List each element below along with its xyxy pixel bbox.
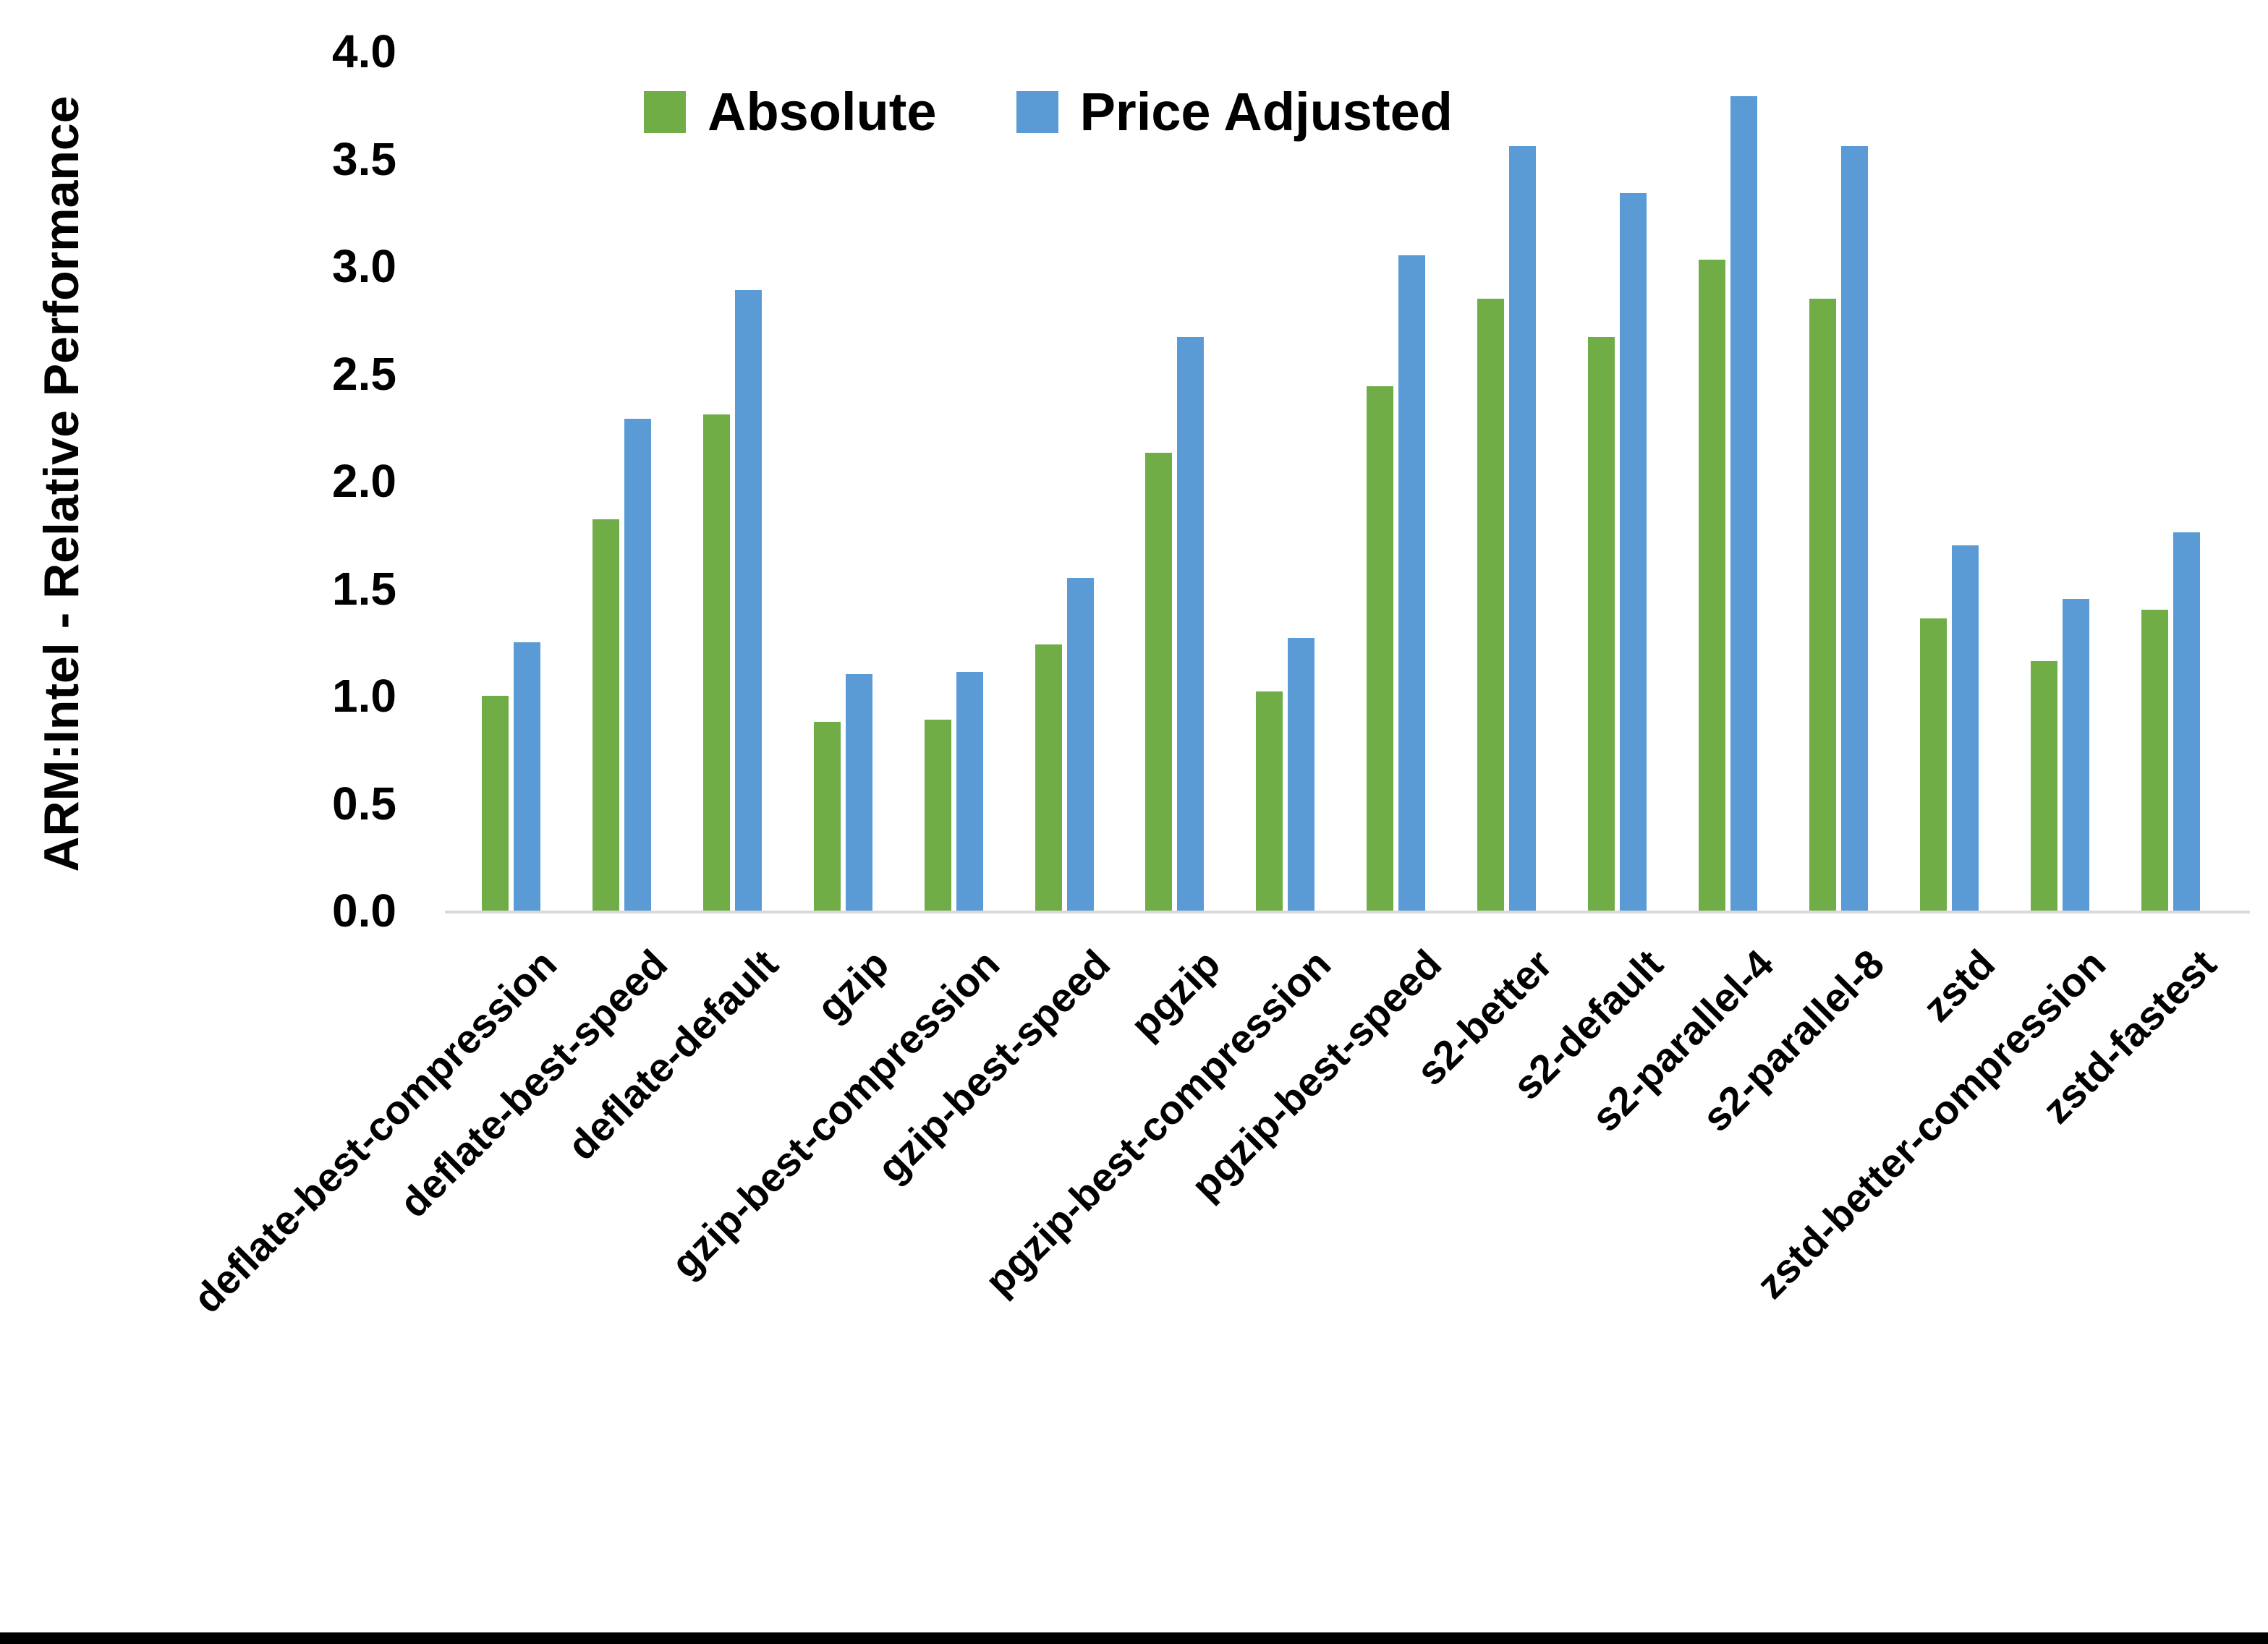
y-axis-title: ARM:Intel - Relative Performance (34, 95, 89, 872)
plot-area (456, 51, 2245, 911)
y-tick-label-4.0: 4.0 (332, 25, 396, 77)
bar-price-adjusted-s2-parallel-8 (1840, 146, 1868, 911)
y-tick-label-2.0: 2.0 (332, 455, 396, 507)
bar-price-adjusted-gzip-best-speed (1066, 578, 1094, 911)
bar-absolute-pgzip-best-speed (1367, 386, 1394, 911)
bar-price-adjusted-pgzip (1177, 337, 1205, 911)
bar-price-adjusted-zstd-fastest (2173, 532, 2200, 911)
bar-price-adjusted-deflate-best-compression (514, 642, 540, 911)
y-tick-label-3.0: 3.0 (332, 240, 396, 292)
bar-absolute-zstd (1919, 618, 1947, 911)
bar-price-adjusted-s2-parallel-4 (1730, 96, 1757, 911)
bar-price-adjusted-gzip (845, 674, 872, 911)
bar-absolute-s2-default (1588, 337, 1615, 911)
bar-price-adjusted-s2-better (1509, 146, 1537, 911)
y-tick-label-0.5: 0.5 (332, 777, 396, 830)
legend-label: Price Adjusted (1079, 82, 1453, 142)
bar-price-adjusted-s2-default (1620, 193, 1647, 911)
bar-absolute-zstd-fastest (2141, 610, 2168, 911)
y-tick-label-1.0: 1.0 (332, 670, 396, 722)
bar-absolute-pgzip (1145, 453, 1173, 911)
y-tick-label-0.0: 0.0 (332, 885, 396, 937)
bar-price-adjusted-pgzip-best-speed (1398, 255, 1426, 911)
bar-price-adjusted-deflate-default (734, 290, 762, 911)
bar-absolute-pgzip-best-compression (1256, 691, 1283, 911)
bar-absolute-deflate-default (702, 414, 730, 911)
bar-absolute-deflate-best-compression (482, 696, 509, 911)
legend: Absolute Price Adjusted (644, 81, 1453, 142)
legend-item-1: Price Adjusted (1016, 81, 1453, 142)
bar-absolute-s2-parallel-4 (1698, 260, 1725, 911)
bar-absolute-gzip (813, 722, 841, 911)
legend-swatch-icon (1016, 90, 1058, 133)
legend-item-0: Absolute (644, 81, 937, 142)
bar-price-adjusted-pgzip-best-compression (1288, 638, 1315, 911)
bar-price-adjusted-deflate-best-speed (624, 419, 651, 911)
x-axis-line (445, 911, 2250, 913)
legend-swatch-icon (644, 90, 686, 133)
bar-price-adjusted-gzip-best-compression (956, 672, 983, 911)
bar-absolute-gzip-best-compression (924, 720, 951, 911)
bar-absolute-deflate-best-speed (592, 519, 619, 911)
bar-absolute-s2-parallel-8 (1809, 299, 1836, 911)
y-tick-label-2.5: 2.5 (332, 347, 396, 400)
bottom-border-bar (0, 1632, 2268, 1644)
bar-price-adjusted-zstd-better-compression (2062, 599, 2089, 911)
y-tick-label-1.5: 1.5 (332, 562, 396, 615)
bar-absolute-s2-better (1477, 299, 1505, 911)
bar-price-adjusted-zstd (1951, 545, 1979, 911)
y-tick-label-3.5: 3.5 (332, 132, 396, 185)
bar-absolute-gzip-best-speed (1035, 644, 1062, 911)
legend-label: Absolute (708, 82, 937, 142)
bar-absolute-zstd-better-compression (2030, 661, 2057, 911)
